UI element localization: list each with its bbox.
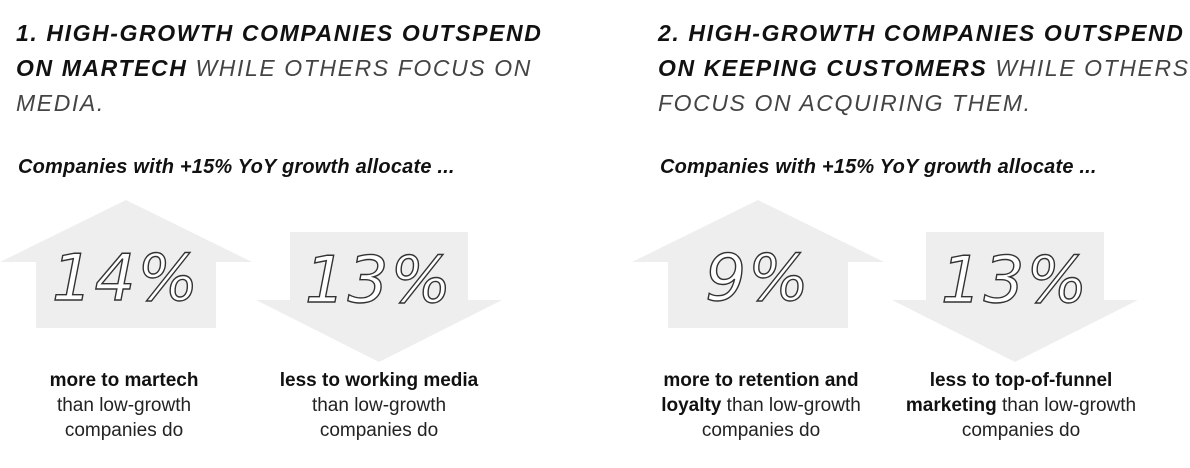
down-arrow-icon: 13% [892,232,1138,362]
caption-bold: more to retention and loyalty [661,370,859,416]
headline-bold-line-2: ON MARTECH [16,55,188,81]
caption-bold: less to working media [279,370,479,391]
headline-bold-line-1: 1. HIGH-GROWTH COMPANIES OUTSPEND [16,20,543,46]
stat-value-working-media: 13% [304,243,454,318]
stat-value-top-of-funnel: 13% [940,243,1090,318]
stat-caption-martech: more to martech than low-growth companie… [10,368,238,443]
stat-value-retention: 9% [705,241,811,316]
headline-light: WHILE OTHERS FOCUS ON ACQUIRING THEM. [658,55,1190,116]
panel-2-headline: 2. HIGH-GROWTH COMPANIES OUTSPEND ON KEE… [658,16,1190,121]
stat-caption-working-media: less to working media than low-growth co… [264,368,494,443]
panel-1-headline: 1. HIGH-GROWTH COMPANIES OUTSPEND ON MAR… [16,16,556,121]
up-arrow-icon: 14% [0,200,252,328]
caption-bold: more to martech [49,370,199,391]
headline-light: WHILE OTHERS FOCUS ON MEDIA. [16,55,532,116]
stat-caption-top-of-funnel: less to top-of-funnel marketing than low… [902,368,1140,443]
headline-bold-line-1: 2. HIGH-GROWTH COMPANIES OUTSPEND [658,20,1185,46]
down-arrow-icon: 13% [256,232,502,362]
stat-caption-retention: more to retention and loyalty than low-g… [642,368,880,443]
caption-rest: than low-growth companies do [56,395,192,441]
caption-rest: than low-growth companies do [701,395,861,441]
panel-martech: 1. HIGH-GROWTH COMPANIES OUTSPEND ON MAR… [0,0,586,468]
panel-1-subhead: Companies with +15% YoY growth allocate … [18,156,455,178]
caption-rest: than low-growth companies do [961,395,1137,441]
caption-bold: less to top-of-funnel marketing [905,370,1113,416]
headline-bold-line-2: ON KEEPING CUSTOMERS [658,55,988,81]
stat-value-martech: 14% [51,241,201,316]
up-arrow-icon: 9% [632,200,884,328]
panel-2-subhead: Companies with +15% YoY growth allocate … [660,156,1097,178]
panel-retention: 2. HIGH-GROWTH COMPANIES OUTSPEND ON KEE… [632,0,1190,468]
caption-rest: than low-growth companies do [311,395,447,441]
